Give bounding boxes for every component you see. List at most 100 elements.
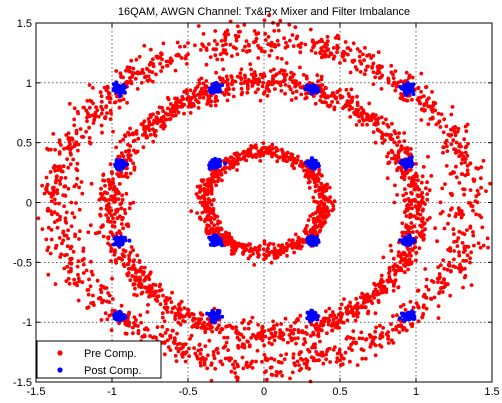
pre-comp-point	[123, 211, 128, 216]
pre-comp-point	[373, 353, 378, 358]
pre-comp-point	[417, 187, 422, 192]
post-comp-point	[115, 164, 120, 169]
post-comp-point	[213, 159, 218, 164]
pre-comp-point	[355, 301, 360, 306]
pre-comp-point	[283, 78, 287, 82]
pre-comp-point	[328, 103, 333, 108]
pre-comp-point	[397, 139, 402, 144]
pre-comp-point	[350, 106, 355, 111]
pre-comp-point	[279, 68, 284, 73]
pre-comp-point	[269, 372, 274, 377]
pre-comp-point	[365, 53, 369, 58]
pre-comp-point	[231, 162, 236, 167]
pre-comp-point	[189, 209, 194, 214]
pre-comp-point	[206, 200, 211, 205]
pre-comp-point	[69, 224, 74, 229]
post-comp-point	[307, 160, 312, 165]
pre-comp-point	[364, 337, 369, 341]
pre-comp-point	[91, 121, 96, 125]
pre-comp-point	[269, 48, 274, 53]
pre-comp-point	[380, 64, 384, 69]
pre-comp-point	[134, 57, 139, 62]
pre-comp-point	[423, 108, 427, 113]
pre-comp-point	[142, 270, 146, 275]
pre-comp-point	[55, 174, 59, 179]
pre-comp-point	[420, 195, 425, 200]
pre-comp-point	[364, 117, 369, 122]
pre-comp-point	[133, 286, 137, 291]
pre-comp-point	[421, 236, 426, 241]
pre-comp-point	[378, 323, 382, 328]
pre-comp-point	[265, 93, 270, 98]
pre-comp-point	[256, 82, 260, 86]
pre-comp-point	[325, 35, 330, 39]
pre-comp-point	[139, 320, 144, 325]
pre-comp-point	[220, 178, 224, 183]
pre-comp-point	[235, 155, 240, 160]
pre-comp-point	[92, 303, 96, 307]
pre-comp-point	[133, 76, 138, 81]
pre-comp-point	[377, 292, 381, 296]
pre-comp-point	[89, 259, 93, 264]
pre-comp-point	[198, 95, 202, 100]
pre-comp-point	[214, 70, 219, 75]
pre-comp-point	[182, 314, 187, 319]
pre-comp-point	[334, 320, 339, 325]
pre-comp-point	[202, 362, 207, 367]
pre-comp-point	[230, 54, 234, 58]
post-comp-point	[316, 89, 321, 93]
pre-comp-point	[179, 346, 184, 351]
pre-comp-point	[392, 200, 397, 205]
legend-box	[36, 340, 162, 379]
pre-comp-point	[84, 268, 89, 273]
pre-comp-point	[263, 334, 268, 339]
pre-comp-point	[131, 274, 136, 279]
pre-comp-point	[209, 99, 214, 104]
pre-comp-point	[465, 228, 469, 233]
post-comp-point	[403, 86, 408, 91]
pre-comp-point	[97, 230, 102, 235]
pre-comp-point	[205, 102, 210, 106]
pre-comp-point	[169, 310, 174, 314]
pre-comp-point	[160, 315, 165, 320]
pre-comp-point	[331, 91, 335, 95]
pre-comp-point	[271, 151, 276, 156]
pre-comp-point	[302, 337, 307, 341]
pre-comp-point	[250, 315, 255, 320]
pre-comp-point	[426, 104, 431, 109]
pre-comp-point	[108, 243, 113, 248]
pre-comp-point	[418, 212, 423, 217]
pre-comp-point	[358, 59, 362, 63]
pre-comp-point	[85, 119, 89, 123]
pre-comp-point	[362, 72, 367, 77]
pre-comp-point	[395, 264, 400, 269]
post-comp-point	[397, 316, 402, 321]
post-comp-point	[408, 160, 413, 165]
pre-comp-point	[152, 129, 157, 134]
pre-comp-point	[121, 137, 126, 142]
pre-comp-point	[275, 322, 279, 327]
pre-comp-point	[98, 90, 103, 95]
pre-comp-point	[317, 324, 321, 329]
pre-comp-point	[136, 324, 140, 328]
pre-comp-point	[329, 314, 334, 319]
pre-comp-point	[110, 276, 114, 281]
pre-comp-point	[81, 105, 86, 110]
pre-comp-point	[327, 185, 332, 190]
legend-label-post: Post Comp.	[84, 365, 141, 377]
pre-comp-point	[46, 272, 51, 277]
pre-comp-point	[417, 246, 422, 251]
pre-comp-point	[53, 282, 58, 286]
pre-comp-point	[115, 191, 119, 196]
pre-comp-point	[397, 131, 401, 136]
pre-comp-point	[401, 328, 405, 332]
pre-comp-point	[270, 142, 275, 147]
pre-comp-point	[290, 33, 295, 37]
pre-comp-point	[203, 330, 208, 335]
pre-comp-point	[358, 49, 362, 54]
pre-comp-point	[251, 145, 256, 150]
pre-comp-point	[235, 52, 240, 57]
pre-comp-point	[128, 158, 133, 163]
pre-comp-point	[196, 24, 201, 28]
pre-comp-point	[66, 131, 71, 136]
